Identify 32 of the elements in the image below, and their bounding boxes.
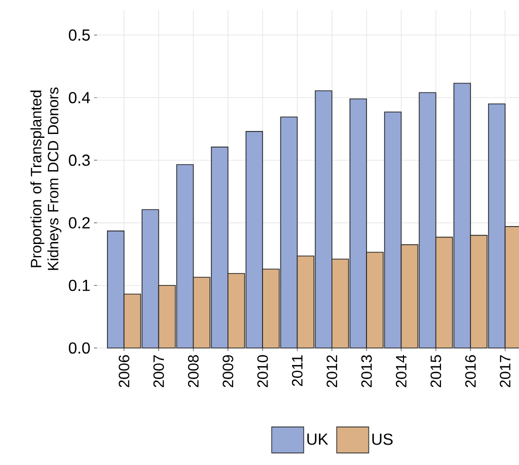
x-tick-label: 2015: [430, 355, 442, 388]
x-tick-label: 2007: [153, 355, 164, 388]
x-tick-label: 2011: [292, 355, 303, 386]
bar: [296, 256, 314, 348]
bar: [470, 234, 488, 348]
x-tick-label: 2013: [361, 355, 372, 388]
bar: [332, 258, 349, 348]
y-tick-label: 0.2: [68, 217, 90, 228]
bar: [158, 285, 176, 348]
x-tick-label: 2017: [500, 355, 510, 388]
bar: [192, 276, 210, 348]
bar: [366, 252, 384, 348]
x-tick-label: 2010: [257, 355, 268, 388]
y-tick-label: 0.1: [68, 280, 90, 292]
bar: [262, 268, 280, 348]
x-tick-label: 2006: [118, 355, 130, 388]
y-tick-label: 0.0: [68, 342, 90, 354]
x-tick-label: 2008: [188, 355, 199, 388]
x-tick-label: 2016: [465, 355, 476, 388]
x-tick-label: 2014: [396, 354, 407, 388]
y-tick-label: 0.3: [68, 154, 90, 166]
legend-label: UK: [307, 434, 328, 445]
bar: [435, 236, 453, 348]
bar: [228, 273, 245, 348]
x-tick-label: 2012: [326, 355, 338, 388]
x-tick-label: 2009: [222, 355, 234, 388]
y-axis-title: Proportion of Transplanted Kidneys From DCD Donors: [30, 87, 62, 270]
y-tick-label: 0.5: [68, 29, 90, 41]
bar: [124, 294, 142, 348]
legend-label: US: [372, 434, 393, 445]
bar: [400, 244, 418, 348]
y-tick-label: 0.4: [68, 92, 90, 104]
